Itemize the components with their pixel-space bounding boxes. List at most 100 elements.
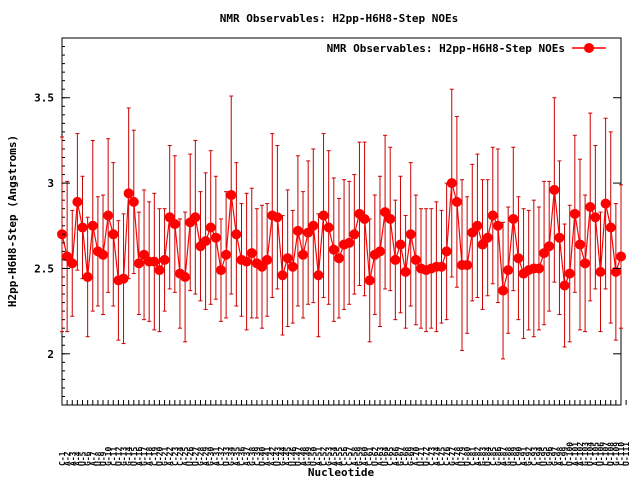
data-point [590, 212, 601, 223]
data-point [272, 212, 283, 223]
data-point [98, 249, 109, 260]
x-tick-label: C-1 [58, 451, 67, 466]
x-tick-label: G-83 [479, 447, 488, 466]
data-point [390, 254, 401, 265]
data-point [308, 220, 319, 231]
x-tick-label: U-80 [463, 447, 472, 466]
data-point [159, 254, 170, 265]
x-tick-label: A-66 [391, 447, 400, 466]
data-point [241, 256, 252, 267]
data-point [262, 254, 273, 265]
data-point [374, 246, 385, 257]
x-tick-label: A-60 [361, 447, 370, 466]
x-tick-label: A-91 [520, 447, 529, 466]
x-tick-label: G-88 [504, 447, 513, 466]
x-tick-label: U-72 [422, 447, 431, 466]
x-tick-label: C-61 [366, 447, 375, 466]
x-tick-label: C-52 [320, 447, 329, 466]
x-tick-label: A-78 [453, 447, 462, 466]
x-tick-label: U-100 [566, 442, 575, 466]
x-tick-label: C-99 [561, 447, 570, 466]
data-point [77, 222, 88, 233]
data-point [533, 263, 544, 274]
data-point [313, 270, 324, 281]
data-point [231, 229, 242, 240]
y-tick-label: 2 [47, 348, 54, 361]
data-point [564, 268, 575, 279]
data-point [292, 225, 303, 236]
x-tick-label: A-25 [181, 447, 190, 466]
data-point [318, 210, 329, 221]
x-tick-label: A-48 [299, 447, 308, 466]
x-tick-label: U-71 [417, 447, 426, 466]
x-tick-label: C-23 [171, 447, 180, 466]
x-tick-label: G-53 [325, 447, 334, 466]
data-point [359, 213, 370, 224]
data-point [333, 253, 344, 264]
data-point [436, 261, 447, 272]
y-tick-label: 3.5 [34, 92, 54, 105]
data-point [190, 212, 201, 223]
x-tick-label: U-64 [381, 447, 390, 466]
x-tick-label: C-85 [489, 447, 498, 466]
x-tick-label: U-111 [622, 442, 631, 466]
data-point [380, 207, 391, 218]
data-point [549, 184, 560, 195]
x-tick-label: A-98 [555, 447, 564, 466]
data-point [554, 232, 565, 243]
x-tick-label: U-79 [458, 447, 467, 466]
data-point [282, 253, 293, 264]
y-axis-label: H2pp-H6H8-Step (Angstroms) [6, 135, 19, 307]
x-tick-label: U-95 [540, 447, 549, 466]
x-tick-label: U-62 [371, 447, 380, 466]
x-tick-label: G-14 [125, 447, 134, 466]
x-tick-label: A-29 [202, 447, 211, 466]
data-point [180, 271, 191, 282]
data-point [246, 248, 257, 259]
x-tick-label: G-44 [279, 447, 288, 466]
data-point [559, 280, 570, 291]
x-tick-label: G-49 [304, 447, 313, 466]
x-tick-label: U-26 [186, 447, 195, 466]
data-point [62, 251, 73, 262]
x-tick-label: A-3 [68, 451, 77, 466]
data-point [574, 239, 585, 250]
data-point [569, 208, 580, 219]
chart-title: NMR Observables: H2pp-H6H8-Step NOEs [220, 12, 458, 25]
data-point [441, 246, 452, 257]
x-tick-label: C-110 [617, 442, 626, 466]
x-tick-label: C-90 [514, 447, 523, 466]
data-point [210, 232, 221, 243]
x-tick-label: C-81 [468, 447, 477, 466]
data-point [605, 222, 616, 233]
x-axis-label: Nucleotide [308, 466, 375, 479]
data-point [133, 258, 144, 269]
data-point [149, 256, 160, 267]
x-tick-label: U-89 [509, 447, 518, 466]
x-tick-label: A-2 [63, 451, 72, 466]
data-point [410, 254, 421, 265]
data-point [508, 213, 519, 224]
x-axis: C-1A-2A-3A-4U-5G-6A-7U-8U-9G-10C-11U-12G… [58, 400, 631, 466]
x-tick-label: G-59 [355, 447, 364, 466]
data-point [467, 227, 478, 238]
x-tick-label: U-50 [309, 447, 318, 466]
data-point [139, 249, 150, 260]
x-tick-label: C-73 [427, 447, 436, 466]
x-tick-label: U-40 [258, 447, 267, 466]
data-point [108, 229, 119, 240]
x-tick-label: A-87 [499, 447, 508, 466]
x-tick-label: G-67 [396, 447, 405, 466]
legend-marker-sample [584, 43, 594, 53]
data-point [72, 196, 83, 207]
x-tick-label: G-77 [448, 447, 457, 466]
data-point [128, 196, 139, 207]
x-tick-label: A-94 [535, 447, 544, 466]
data-point [513, 253, 524, 264]
x-tick-label: U-46 [289, 447, 298, 466]
data-point [462, 260, 473, 271]
x-tick-label: A-63 [376, 447, 385, 466]
legend[interactable]: NMR Observables: H2pp-H6H8-Step NOEs [327, 42, 606, 55]
data-point [221, 249, 232, 260]
